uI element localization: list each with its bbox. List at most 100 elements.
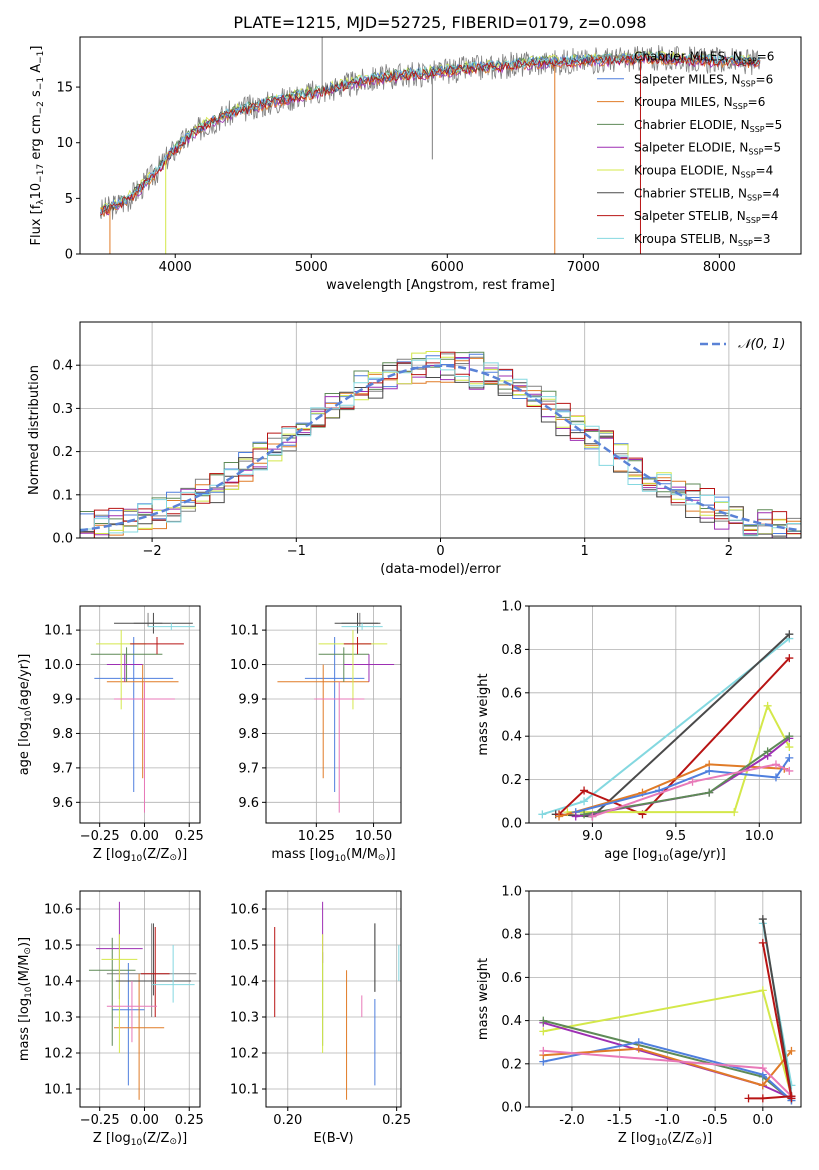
weight-marker <box>705 788 714 797</box>
x-axis-label-part: )] <box>177 847 187 862</box>
y-axis-label-part: age [log <box>17 722 32 775</box>
y-tick-label: 10.6 <box>44 903 73 918</box>
legend-label: Chabrier ELODIE, NSSP=5 <box>634 118 782 134</box>
y-axis-label-part: ] <box>29 46 44 51</box>
legend-series-name: Kroupa MILES, N <box>634 95 733 109</box>
legend-label: 𝒩(0, 1) <box>738 337 785 352</box>
axes-age_vs_mass: 10.25 10.50 9.6 9.7 9.8 9.9 10.0 10.1 mass [log1… <box>230 605 402 864</box>
y-axis-label-part: Flux [f <box>29 204 44 245</box>
x-axis-label-part: ⊙ <box>694 1137 702 1147</box>
y-tick-label: 0.2 <box>501 773 522 788</box>
legend-series-name: Chabrier ELODIE, N <box>634 118 750 132</box>
plot-area <box>274 901 400 1100</box>
legend-subscript: SSP <box>747 193 762 202</box>
y-axis-label-part: 10 <box>24 710 34 722</box>
y-tick-label: 0.1 <box>52 488 73 503</box>
legend-count: =6 <box>748 95 766 109</box>
x-tick-label: 9.5 <box>666 829 687 844</box>
x-axis-label-part: 10 <box>656 1138 668 1148</box>
x-axis-label-part: )] <box>385 847 395 862</box>
weight-marker <box>785 743 794 752</box>
x-axis-label: E(B-V) <box>313 1131 353 1146</box>
y-axis-label-part: s <box>29 90 44 101</box>
y-tick-label: 9.7 <box>52 761 73 776</box>
weight-marker <box>758 1081 767 1090</box>
weight-marker <box>785 732 794 741</box>
y-tick-label: 9.8 <box>238 727 259 742</box>
y-tick-label: 10.1 <box>44 1083 73 1098</box>
y-tick-label: 10.1 <box>44 624 73 639</box>
figure-title: PLATE=1215, MJD=52725, FIBERID=0179, z=0… <box>233 13 646 32</box>
weight-marker <box>758 938 767 947</box>
y-tick-label: 0.0 <box>501 1101 522 1116</box>
weight-marker <box>787 1094 796 1103</box>
x-axis-label-part: (Z/Z <box>667 1131 694 1146</box>
weight-marker <box>758 915 767 924</box>
axes-frame <box>79 890 201 1108</box>
x-axis-label-part: (age/yr)] <box>669 847 726 862</box>
weight-marker <box>538 810 547 819</box>
legend-subscript: SSP <box>733 102 748 111</box>
y-tick-label: 0.8 <box>501 643 522 658</box>
y-tick-label: 1.0 <box>501 600 522 615</box>
y-tick-label: 5 <box>65 192 73 207</box>
x-axis-label: Z [log10(Z/Z⊙)] <box>93 847 187 864</box>
x-axis-label-part: ⊙ <box>169 1137 177 1147</box>
plot-area <box>88 901 197 1100</box>
legend-series-name: Salpeter ELODIE, N <box>634 141 748 155</box>
x-tick-label: 0.25 <box>175 1113 204 1128</box>
y-tick-label: 9.9 <box>52 693 73 708</box>
legend-subscript: SSP <box>741 79 756 88</box>
axes-age_vs_Z: −0.25 0.00 0.259.69.79.89.910.010.1Z [log1… <box>17 605 204 864</box>
axes-frame <box>265 605 402 824</box>
legend-series-name: Kroupa STELIB, N <box>634 232 738 246</box>
weight-marker <box>539 1016 548 1025</box>
x-axis-label: age [log10(age/yr)] <box>604 847 726 864</box>
y-tick-label: 0.0 <box>52 532 73 547</box>
x-tick-label: 7000 <box>567 260 600 275</box>
axes-spectrum: 4000 5000 6000 7000 8000 0 5 10 15 wavelength [An… <box>29 36 802 293</box>
legend-subscript: SSP <box>738 239 753 248</box>
axes-residuals: −2 −1 0 1 2 0.0 0.1 0.2 0.3 0.4 (data-model)/error… <box>27 321 802 577</box>
legend-subscript: SSP <box>750 125 765 134</box>
y-axis-label-part: −17 <box>36 164 46 183</box>
y-axis-label: age [log10(age/yr)] <box>17 654 34 776</box>
plot-area <box>277 612 395 813</box>
histogram-step-6 <box>80 362 801 538</box>
legend-series-name: Chabrier MILES, N <box>634 50 742 64</box>
axes-frame <box>265 890 402 1108</box>
x-axis-label-part: (M/M <box>346 847 378 862</box>
y-axis-label-part: −1 <box>36 77 46 90</box>
x-tick-label: 10.50 <box>355 829 392 844</box>
axes-mass_vs_Z: −0.25 0.00 0.25 10.1 10.2 10.3 10.4 10.5 10.6 Z [… <box>17 890 204 1148</box>
legend-series-name: Salpeter MILES, N <box>634 72 741 86</box>
y-axis-label-part: λ <box>36 199 46 205</box>
x-tick-label: -1.5 <box>607 1113 632 1128</box>
weight-marker <box>763 747 772 756</box>
legend-count: =5 <box>763 141 781 155</box>
legend-label: Salpeter MILES, NSSP=6 <box>634 72 773 88</box>
series-line-7 <box>100 52 761 216</box>
y-tick-label: 9.6 <box>52 796 73 811</box>
weight-marker <box>771 760 780 769</box>
legend-subscript: SSP <box>742 57 757 66</box>
weight-line <box>567 703 791 814</box>
weight-marker <box>580 786 589 795</box>
weight-marker <box>787 1046 796 1055</box>
axes-mass_vs_ebv: 0.20 0.25 10.1 10.2 10.3 10.4 10.5 10.6 E(B-V) <box>230 890 411 1146</box>
x-tick-label: −0.25 <box>80 829 120 844</box>
y-tick-label: 1.0 <box>501 885 522 900</box>
plot-area <box>100 37 761 254</box>
weight-marker <box>758 1094 767 1103</box>
x-axis-label-part: )] <box>702 1131 712 1146</box>
weight-marker <box>539 1046 548 1055</box>
weight-marker <box>571 812 580 821</box>
axes-frame <box>79 605 201 824</box>
x-axis-label-part: ⊙ <box>378 853 386 863</box>
axes-frame <box>528 605 802 824</box>
x-tick-label: 10.0 <box>745 829 774 844</box>
normal-curve <box>80 364 801 532</box>
x-tick-label: -0.5 <box>702 1113 727 1128</box>
weight-marker <box>785 630 794 639</box>
